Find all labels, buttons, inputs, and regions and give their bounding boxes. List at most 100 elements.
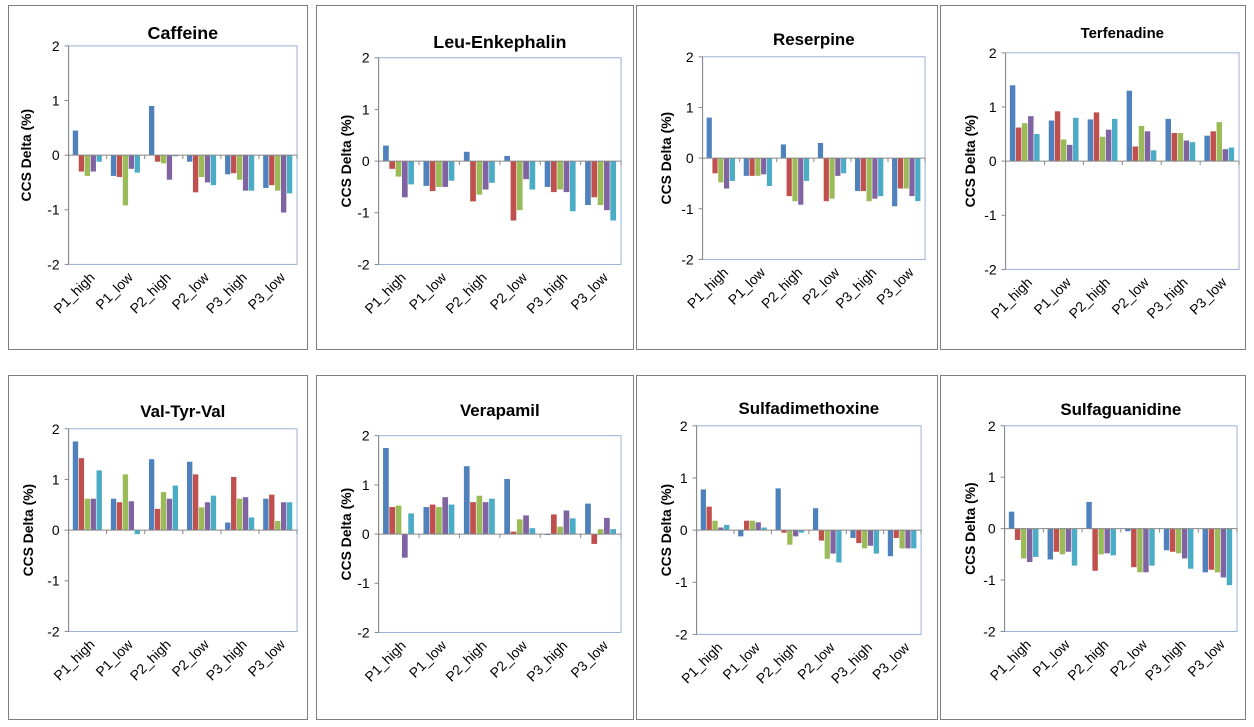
x-tick-label: P1_high: [678, 639, 725, 686]
bar-p3-low-series-1: [263, 155, 269, 188]
bar-p2-high-series-2: [470, 161, 476, 202]
bar-p1-high-series-3: [1020, 528, 1027, 559]
bar-p1-low-series-1: [423, 507, 430, 535]
bar-p1-low-series-4: [761, 158, 767, 175]
chart-title: Leu-Enkephalin: [433, 32, 566, 52]
bar-p3-low-series-3: [899, 530, 905, 549]
chart-title: Caffeine: [148, 23, 219, 43]
bar-p2-low-series-5: [1149, 528, 1155, 566]
chart-panel-verapamil: Verapamil CCS Delta (%) 2 1 0 -1 -2 P1_high P1_l…: [316, 375, 634, 720]
bar-p1-low-series-5: [761, 527, 767, 531]
bar-p1-high-series-5: [724, 524, 730, 531]
bar-p3-high-series-5: [1188, 528, 1194, 569]
bar-p2-high-series-3: [160, 155, 167, 164]
bar-p3-low-series-1: [263, 498, 269, 531]
y-tick-label: 2: [989, 45, 997, 61]
bar-p2-high-series-1: [148, 105, 155, 156]
bar-p3-low-series-2: [893, 530, 899, 538]
chart-title: Terfenadine: [1081, 26, 1164, 42]
bar-p3-low-series-5: [610, 529, 617, 535]
x-tick-label: P2_high: [126, 636, 173, 683]
bar-p1-high-series-2: [78, 155, 85, 172]
bar-p3-low-series-4: [905, 530, 911, 549]
bar-p2-high-series-5: [1110, 528, 1116, 556]
x-tick-label: P2_high: [442, 269, 489, 316]
bar-p1-low-series-3: [1059, 528, 1066, 555]
bar-p2-high-series-1: [780, 144, 787, 159]
y-tick-label: 1: [52, 471, 60, 487]
bar-p2-high-series-3: [1098, 528, 1104, 555]
y-tick-label: 1: [52, 92, 60, 108]
bar-p2-low-series-4: [204, 155, 211, 183]
bar-p3-low-series-5: [610, 161, 617, 221]
bar-p3-low-series-4: [1220, 528, 1227, 578]
bar-p1-low-series-2: [1053, 528, 1060, 552]
bar-p1-high-series-3: [1021, 123, 1028, 162]
bar-p2-high-series-2: [470, 502, 476, 535]
y-tick-label: 0: [988, 521, 996, 537]
bar-p3-high-series-3: [236, 498, 243, 531]
y-tick-label: 0: [686, 150, 694, 166]
bar-p2-low-series-1: [187, 155, 193, 162]
bar-p1-low-series-5: [134, 155, 140, 173]
bar-p3-high-series-4: [1181, 528, 1188, 559]
y-tick-label: -1: [357, 205, 370, 221]
bar-p1-high-series-3: [84, 155, 91, 176]
bar-p1-low-series-1: [1048, 120, 1055, 162]
bar-p3-high-series-2: [551, 161, 557, 193]
bar-p2-high-series-4: [793, 530, 799, 537]
bar-p2-low-series-4: [523, 161, 529, 180]
bar-p1-low-series-4: [755, 522, 761, 531]
bar-p3-high-series-3: [1177, 132, 1184, 162]
y-tick-label: 2: [362, 50, 370, 66]
bar-p3-low-series-4: [280, 502, 287, 531]
x-tick-label: P3_high: [832, 264, 879, 311]
bar-p3-high-series-2: [860, 158, 866, 192]
bar-p2-low-series-1: [1125, 528, 1131, 532]
bar-p3-high-series-3: [862, 530, 868, 549]
bar-p1-high-series-1: [1008, 511, 1015, 529]
bar-p2-high-series-5: [1111, 118, 1118, 162]
y-tick-label: -2: [675, 626, 688, 642]
bar-p1-high-series-4: [1028, 116, 1034, 162]
bar-p1-high-series-1: [1009, 85, 1016, 162]
bar-p3-high-series-5: [1189, 142, 1196, 162]
bar-p3-low-series-3: [275, 155, 281, 191]
x-tick-label: P1_high: [361, 269, 408, 316]
bar-p2-low-series-3: [829, 158, 835, 199]
bar-p3-high-series-1: [854, 158, 861, 192]
bar-p1-high-series-5: [1033, 528, 1039, 557]
bar-p1-high-series-3: [395, 161, 402, 177]
bar-p1-low-series-4: [128, 155, 135, 169]
bar-p2-low-series-4: [523, 515, 529, 535]
bar-p1-high-series-3: [712, 520, 718, 531]
bar-p2-high-series-1: [463, 466, 470, 535]
bar-p3-low-series-2: [897, 158, 904, 189]
bar-p3-high-series-2: [1171, 132, 1178, 162]
bar-p1-high-series-4: [1026, 528, 1033, 563]
bar-p1-low-series-3: [122, 474, 129, 531]
bar-p2-high-series-3: [792, 158, 798, 202]
x-tick-label: P3_high: [828, 639, 875, 686]
y-tick-label: -2: [357, 624, 370, 640]
bar-p3-low-series-2: [591, 534, 598, 544]
bar-p2-low-series-3: [1137, 528, 1143, 573]
bar-p2-high-series-3: [160, 492, 167, 531]
x-tick-label: P3_high: [203, 269, 250, 316]
y-tick-label: -2: [984, 261, 997, 277]
bar-p1-high-series-2: [1014, 528, 1021, 540]
bar-p2-high-series-3: [476, 495, 483, 535]
bar-p1-low-series-2: [116, 502, 123, 531]
bar-p3-high-series-3: [236, 155, 243, 180]
chart-panel-val-tyr-val: Val-Tyr-Val CCS Delta (%) 2 1 0 -1 -2 P1_high P1…: [8, 375, 308, 720]
chart-svg: Leu-Enkephalin CCS Delta (%) 2 1 0 -1 -2P1_hig…: [338, 32, 622, 317]
bar-p1-high-series-4: [401, 161, 408, 198]
y-tick-label: 1: [988, 469, 996, 485]
bar-p1-high-series-1: [72, 441, 79, 531]
bar-p1-low-series-4: [1065, 528, 1072, 552]
x-tick-label: P1_high: [988, 274, 1035, 321]
bar-p3-high-series-2: [231, 155, 237, 174]
bar-p2-low-series-5: [836, 530, 842, 563]
